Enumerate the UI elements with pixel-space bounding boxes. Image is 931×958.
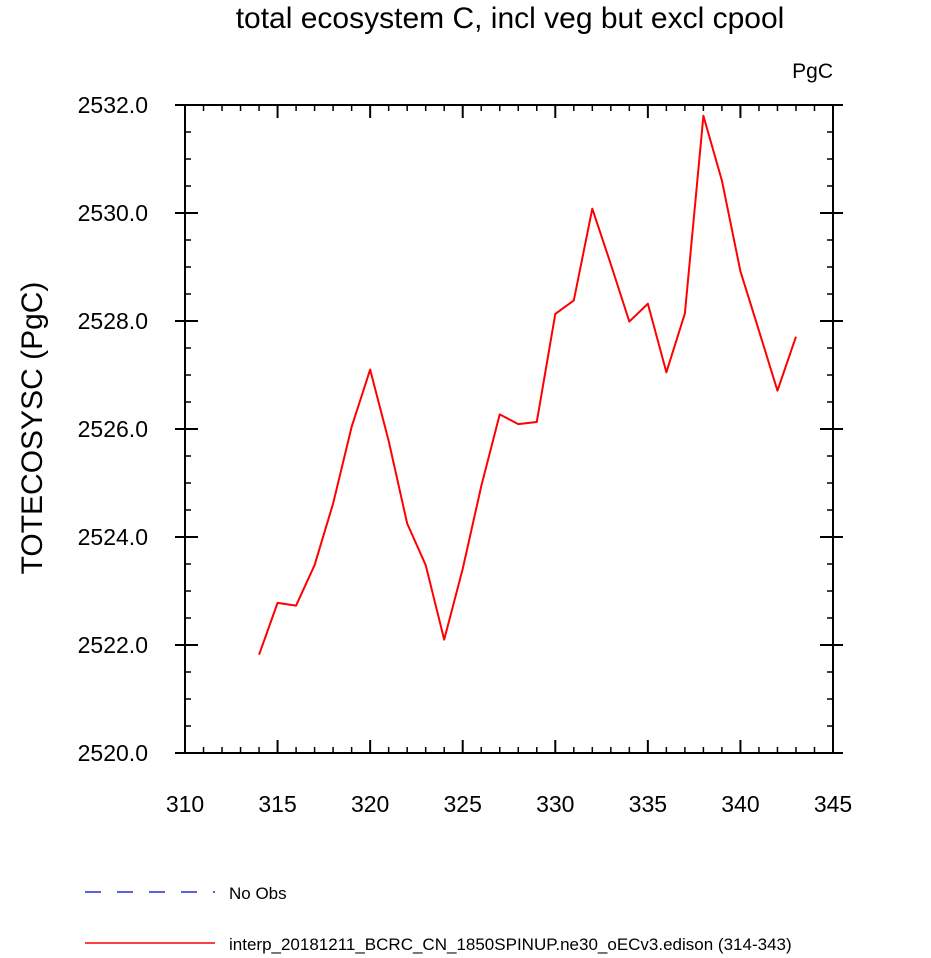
plot-frame xyxy=(184,104,834,754)
y-tick-label: 2530.0 xyxy=(78,200,148,226)
tick-labels: 310 315 320 325 330 335 340 345 2520.0 2522.0 2524… xyxy=(78,92,853,817)
x-tick-label: 335 xyxy=(629,791,667,817)
x-tick-label: 340 xyxy=(721,791,759,817)
y-axis-label: TOTECOSYSC (PgC) xyxy=(16,282,49,575)
y-tick-label: 2528.0 xyxy=(78,308,148,334)
y-tick-label: 2532.0 xyxy=(78,92,148,118)
legend: No Obs interp_20181211_BCRC_CN_1850SPINU… xyxy=(85,884,792,954)
x-tick-label: 310 xyxy=(166,791,204,817)
x-tick-label: 320 xyxy=(351,791,389,817)
y-tick-label: 2524.0 xyxy=(78,524,148,550)
series-layer xyxy=(258,114,797,656)
x-tick-label: 330 xyxy=(536,791,574,817)
series-line xyxy=(258,114,797,656)
y-tick-label: 2526.0 xyxy=(78,416,148,442)
legend-label-no-obs: No Obs xyxy=(229,884,287,903)
x-tick-label: 325 xyxy=(444,791,482,817)
axis-ticks xyxy=(175,104,843,754)
units-label: PgC xyxy=(792,60,833,83)
y-tick-label: 2520.0 xyxy=(78,740,148,766)
y-tick-label: 2522.0 xyxy=(78,632,148,658)
x-tick-label: 315 xyxy=(258,791,296,817)
x-tick-label: 345 xyxy=(814,791,852,817)
chart-title: total ecosystem C, incl veg but excl cpo… xyxy=(236,2,785,35)
legend-label-model: interp_20181211_BCRC_CN_1850SPINUP.ne30_… xyxy=(229,935,792,954)
